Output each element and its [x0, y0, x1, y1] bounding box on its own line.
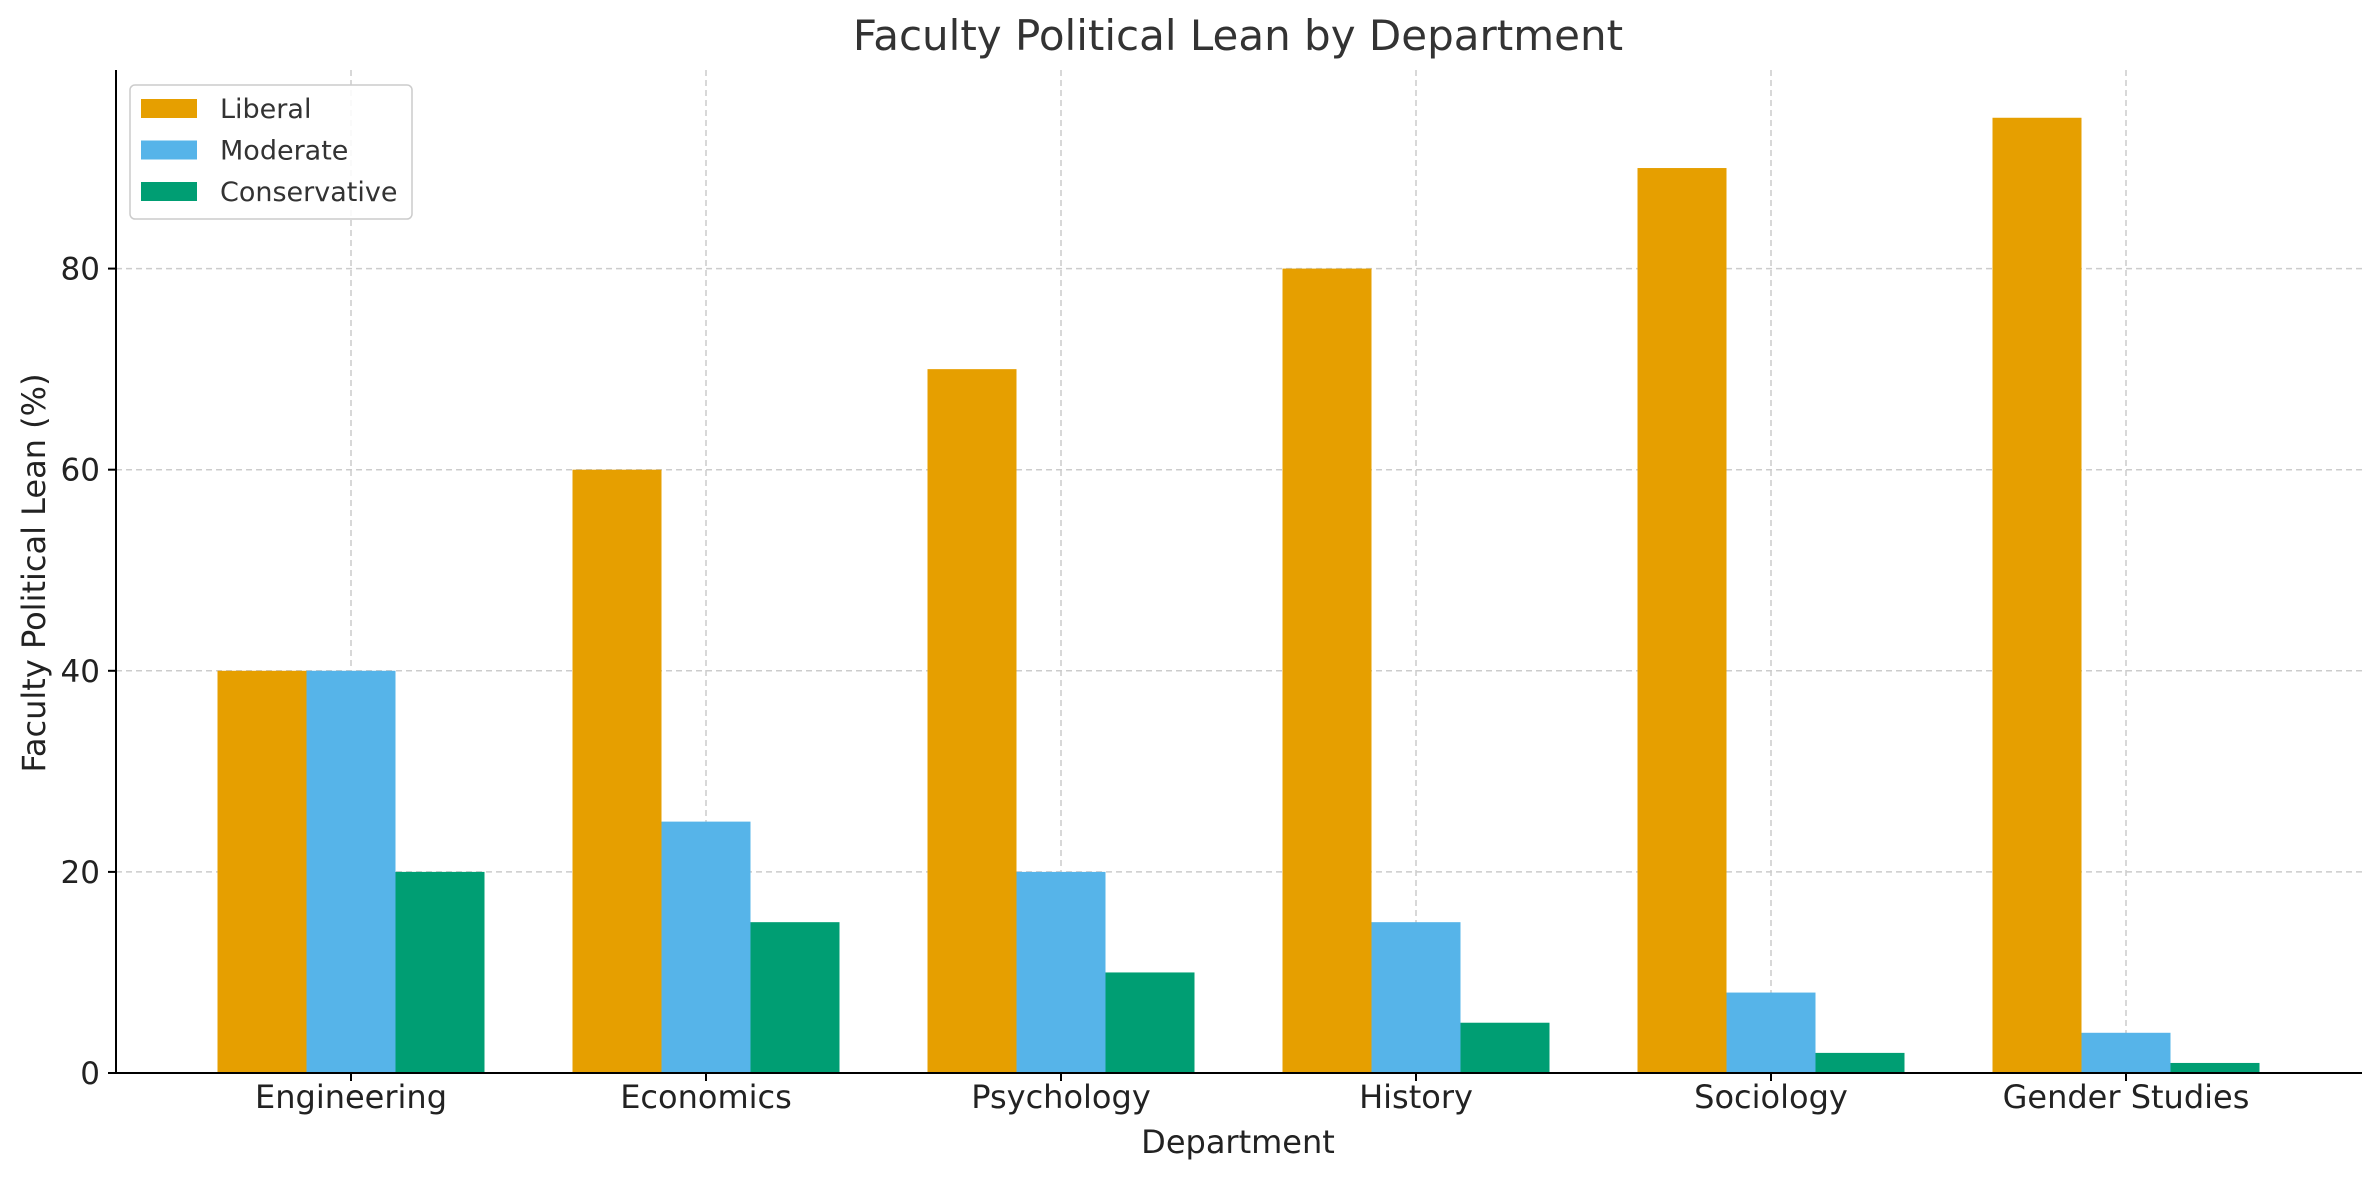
y-tick-label: 80 [61, 252, 100, 288]
bar-liberal-3 [1282, 268, 1372, 1073]
y-tick-label: 40 [61, 654, 100, 690]
bar-liberal-0 [217, 670, 307, 1073]
bar-conservative-2 [1105, 972, 1195, 1073]
bar-conservative-4 [1815, 1052, 1905, 1073]
x-tick-label: Economics [620, 1078, 792, 1116]
legend: Liberal Moderate Conservative [129, 84, 413, 220]
bar-moderate-1 [661, 821, 751, 1073]
x-tick-label: Sociology [1694, 1078, 1848, 1116]
x-tick-label: Gender Studies [2003, 1078, 2250, 1116]
bar-liberal-5 [1992, 117, 2082, 1073]
y-tick-label: 0 [80, 1056, 100, 1092]
y-tick-label: 20 [61, 855, 100, 891]
bar-conservative-5 [2170, 1062, 2260, 1073]
bar-moderate-5 [2081, 1032, 2171, 1073]
bar-conservative-1 [750, 922, 840, 1073]
bar-moderate-3 [1371, 922, 1461, 1073]
x-tick-label: Psychology [971, 1078, 1151, 1116]
axes [115, 70, 2362, 1074]
legend-label-liberal: Liberal [220, 94, 311, 125]
bar-liberal-2 [927, 369, 1017, 1073]
grid-lines [116, 70, 2362, 1073]
y-tick-label: 60 [61, 453, 100, 489]
ticks: 0 20 40 60 80 Engineering Economics Psychology H… [61, 252, 2250, 1116]
bar-liberal-4 [1637, 168, 1727, 1073]
legend-box [129, 84, 413, 220]
x-axis-label: Department [1141, 1123, 1335, 1161]
bar-moderate-0 [306, 670, 396, 1073]
bar-conservative-0 [395, 871, 485, 1073]
x-tick-label: History [1359, 1078, 1473, 1116]
legend-swatch-moderate [141, 140, 197, 160]
bar-liberal-1 [572, 469, 662, 1073]
legend-swatch-conservative [141, 182, 197, 201]
legend-label-moderate: Moderate [220, 136, 348, 167]
x-tick-label: Engineering [255, 1078, 447, 1116]
legend-label-conservative: Conservative [220, 177, 397, 208]
bar-conservative-3 [1460, 1022, 1550, 1073]
y-axis-label: Faculty Political Lean (%) [15, 373, 53, 772]
chart-title: Faculty Political Lean by Department [853, 11, 1623, 60]
bar-moderate-4 [1726, 992, 1816, 1073]
legend-swatch-liberal [141, 99, 197, 118]
bars [217, 117, 2260, 1073]
bar-moderate-2 [1016, 871, 1106, 1073]
